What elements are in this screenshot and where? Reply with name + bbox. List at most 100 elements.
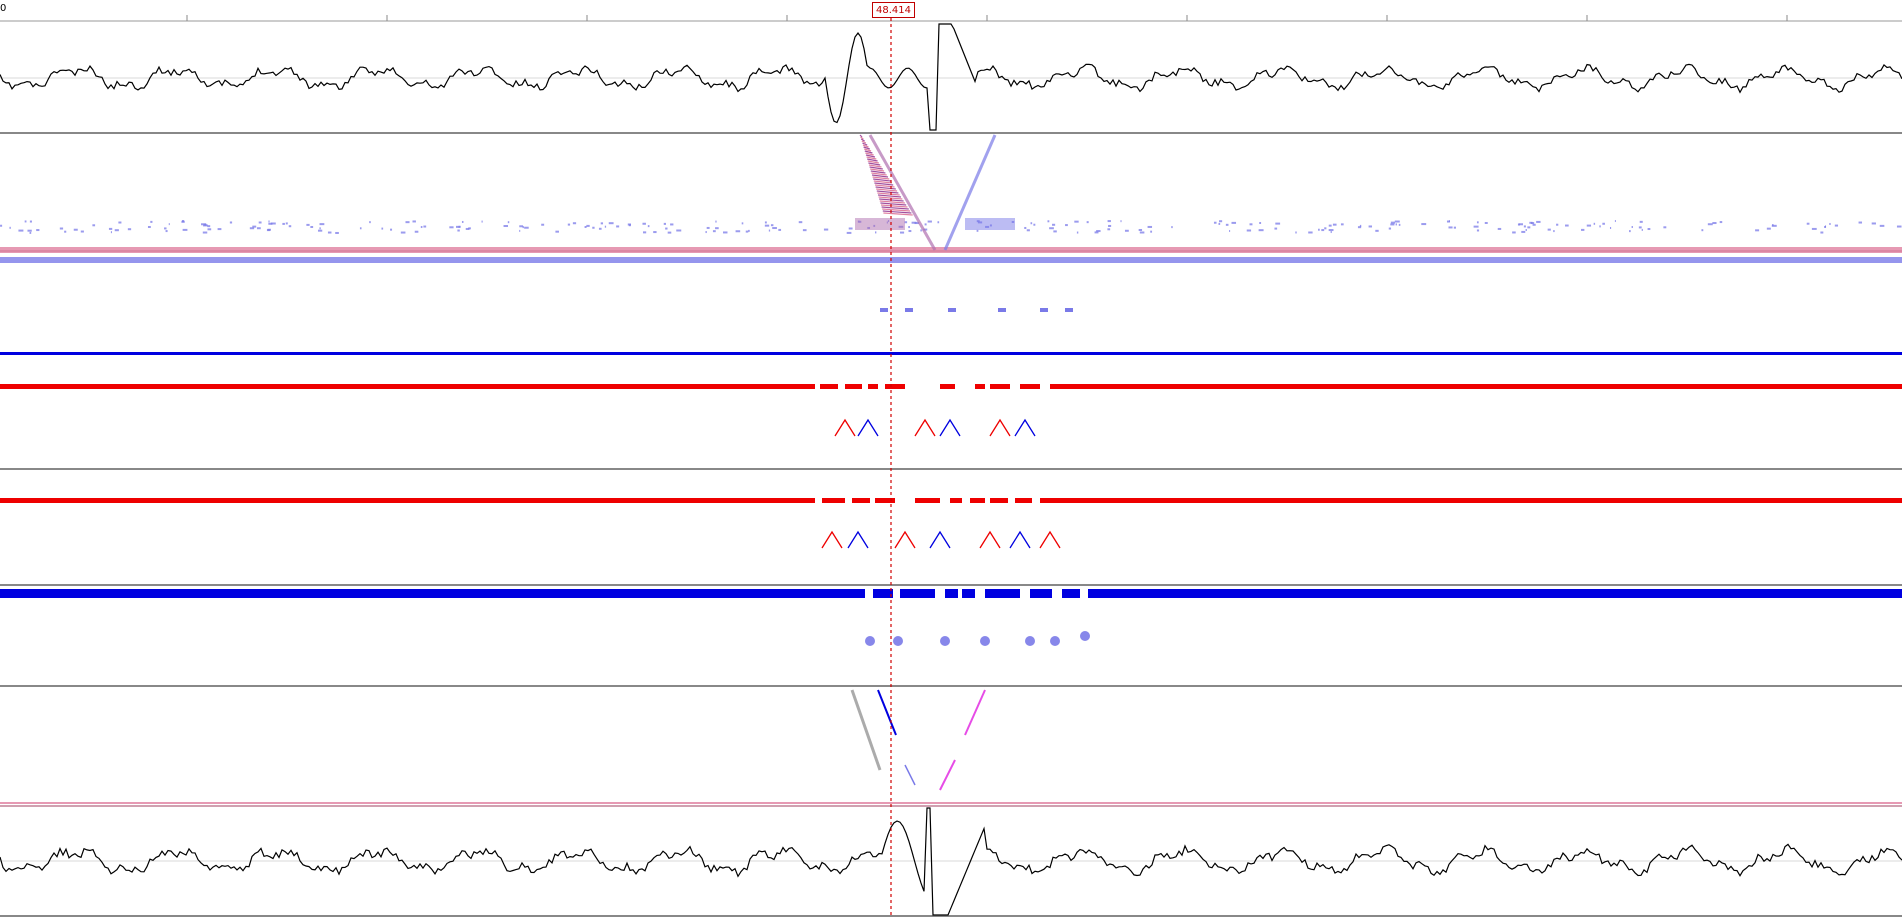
spectral-speck [327,231,332,234]
spectral-speck [503,225,509,228]
spectral-speck [1024,226,1027,229]
spectral-speck [1171,226,1173,229]
cursor-time-label[interactable]: 48.414 [872,2,915,18]
pink-band-track [0,247,1902,253]
spectral-speck [846,231,852,234]
spectral-speck [369,221,371,224]
spectral-speck [465,227,470,230]
spectral-speck [1446,220,1450,223]
spectral-streak [883,212,913,216]
spectral-speck [1712,222,1717,225]
spectral-speck [519,225,524,228]
chevron-mark [1039,530,1061,549]
spectral-speck [923,228,928,231]
spectral-speck [268,222,273,225]
spectral-speck [584,225,587,228]
spectral-speck [1120,220,1122,223]
spectral-speck [1473,225,1479,228]
spectral-speck [770,224,774,227]
red-line-track-2-gap [940,497,950,504]
spectral-streak [882,208,911,212]
spectral-streak [862,144,869,148]
spectral-streak [868,162,881,166]
spectral-speck [1274,227,1278,230]
spectral-speck [1553,230,1555,233]
dot-mark [940,636,950,646]
spectral-streak [876,190,899,194]
spectral-speck [735,230,741,233]
spectral-speck [1811,227,1817,230]
spectral-speck [937,221,940,224]
spectral-speck [1213,221,1217,224]
spectral-speck [1390,221,1396,224]
spectral-speck [80,230,84,233]
spectral-speck [1231,221,1237,224]
spectral-speck [310,225,314,228]
spectral-speck [802,229,807,232]
spectral-streak [870,170,886,174]
dot-mark [1050,636,1060,646]
spectral-speck [1602,222,1605,225]
spectral-speck [229,221,233,224]
spectral-speck [848,227,853,230]
spectral-speck [29,220,32,223]
spectral-speck [1766,227,1771,230]
spectral-speck [252,225,257,228]
spectral-speck [1593,222,1596,225]
red-line-track-2-gap [815,497,822,504]
spectral-speck [667,231,672,234]
spectral-speck [1806,222,1810,225]
spectral-speck [207,225,211,228]
spectral-speck [670,223,674,226]
spectral-speck [381,227,384,230]
bottom-waveform [0,807,1902,916]
chevron-mark [929,530,951,549]
spectral-speck [164,227,167,230]
blue-thick-track-gap [893,588,900,599]
spectral-speck [110,231,113,234]
spectral-speck [1076,231,1079,234]
spectral-speck [1074,220,1079,223]
blob-mark [1040,308,1048,312]
spectral-streak [879,200,905,204]
spectral-speck [1599,225,1601,228]
top-waveform-panel[interactable] [0,23,1902,131]
spectral-speck [457,229,460,232]
spectral-speck [764,221,767,224]
spectral-speck [1147,225,1153,228]
ruler-start-label: 0 [0,3,7,14]
spectral-speck [1896,225,1902,228]
spectral-speck [1124,229,1129,232]
spectral-speck [1225,223,1229,226]
spectral-streak [881,206,909,210]
blue-line-track [0,352,1902,355]
spectral-streak [867,160,880,164]
blue-thick-track [0,589,1902,598]
spectral-speck [715,220,717,223]
blue-thick-track-gap [1020,588,1030,599]
red-line-track-2-gap [985,497,990,504]
band-tracks [0,308,1902,646]
spectral-speck [1086,221,1089,224]
spectral-speck [1609,226,1612,229]
spectral-speck [317,229,323,232]
spectral-speck [1701,229,1704,232]
chevron-mark [979,530,1001,549]
spectral-speck [1772,224,1774,227]
spectral-speck [127,228,132,231]
spectral-streak [880,202,907,206]
spectral-speck [481,220,483,223]
spectral-speck [165,230,168,233]
red-line-track-1-gap [905,383,940,390]
spectral-speck [1359,224,1362,227]
time-ruler[interactable] [0,15,1902,22]
spectral-speck [586,224,590,227]
red-line-track-2 [0,498,1902,503]
spectral-speck [207,228,212,231]
spectral-speck [1368,225,1373,228]
bottom-waveform-panel[interactable] [0,807,1902,916]
spectral-speck [335,231,339,234]
panel-separator [0,685,1902,687]
spectral-speck [1107,228,1111,231]
